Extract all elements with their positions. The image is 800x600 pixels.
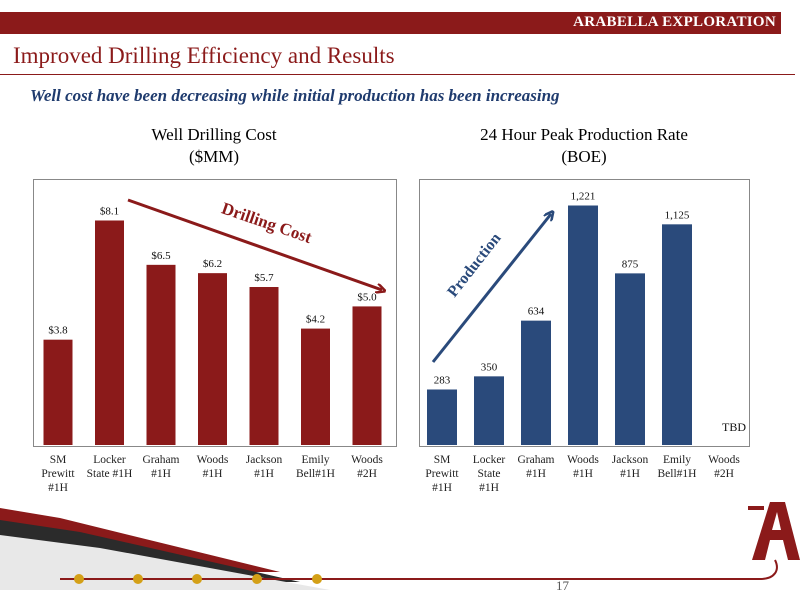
footer-swoosh-light [0,535,330,590]
bar [301,328,330,445]
page-title: Improved Drilling Efficiency and Results [13,43,395,68]
data-label: 1,125 [665,209,690,221]
category-label: Woods #1H [567,454,599,480]
category-label: Graham #1H [142,454,180,480]
bar [198,273,227,445]
data-label: 350 [481,361,498,373]
footer-dot [192,574,202,584]
footer-curl [759,559,778,580]
production-chart-title: 24 Hour Peak Production Rate (BOE) [480,125,688,166]
header-bar [0,12,781,34]
data-label: $4.2 [306,314,325,326]
data-label: 283 [434,374,451,386]
footer-dot [74,574,84,584]
logo-a-counter [772,512,781,530]
category-label: Jackson #1H [611,454,649,480]
page-subtitle: Well cost have been decreasing while ini… [30,86,560,105]
cost-trend-arrow [127,198,382,290]
footer-dots [74,574,322,584]
data-label: 1,221 [571,190,596,202]
production-trend-arrow [431,214,551,363]
category-label: Graham #1H [517,454,555,480]
bar [146,264,176,445]
title-divider [0,74,795,75]
category-label: Emily Bell#1H [296,454,335,480]
page-number: 17 [556,578,569,593]
category-label: SM Prewitt #1H [425,454,459,494]
data-label: TBD [722,420,746,434]
company-name: ARABELLA EXPLORATION [573,14,776,30]
category-label: Locker State #1H [86,454,133,480]
category-label: Jackson #1H [245,454,283,480]
bar [568,205,598,445]
data-label: 875 [622,258,639,270]
data-label: $6.2 [203,258,222,270]
bar [521,320,551,445]
logo-serif [748,506,764,510]
company-logo [748,502,800,560]
data-label: $6.5 [151,250,171,262]
bar [95,220,124,445]
logo-a-shape [752,502,800,560]
bar [662,224,692,445]
data-label: $5.7 [254,272,274,284]
category-label: Emily Bell#1H [657,454,697,480]
bar [43,339,73,445]
category-label: Woods #2H [351,454,383,480]
data-label: $3.8 [48,325,68,337]
bar [352,306,382,445]
data-label: 634 [528,306,545,318]
category-label: Woods #2H [708,454,740,480]
data-label: $5.0 [357,291,377,303]
category-label: Woods #1H [196,454,229,480]
data-label: $8.1 [100,205,119,217]
cost-chart-title: Well Drilling Cost ($MM) [151,125,277,166]
footer-dot [252,574,262,584]
bar [474,376,504,445]
footer-dot [133,574,143,584]
category-label: Locker State #1H [472,454,506,494]
bar [615,273,645,445]
footer-dot [312,574,322,584]
bar [249,287,279,445]
bar [427,389,457,445]
category-label: SM Prewitt #1H [41,454,75,494]
